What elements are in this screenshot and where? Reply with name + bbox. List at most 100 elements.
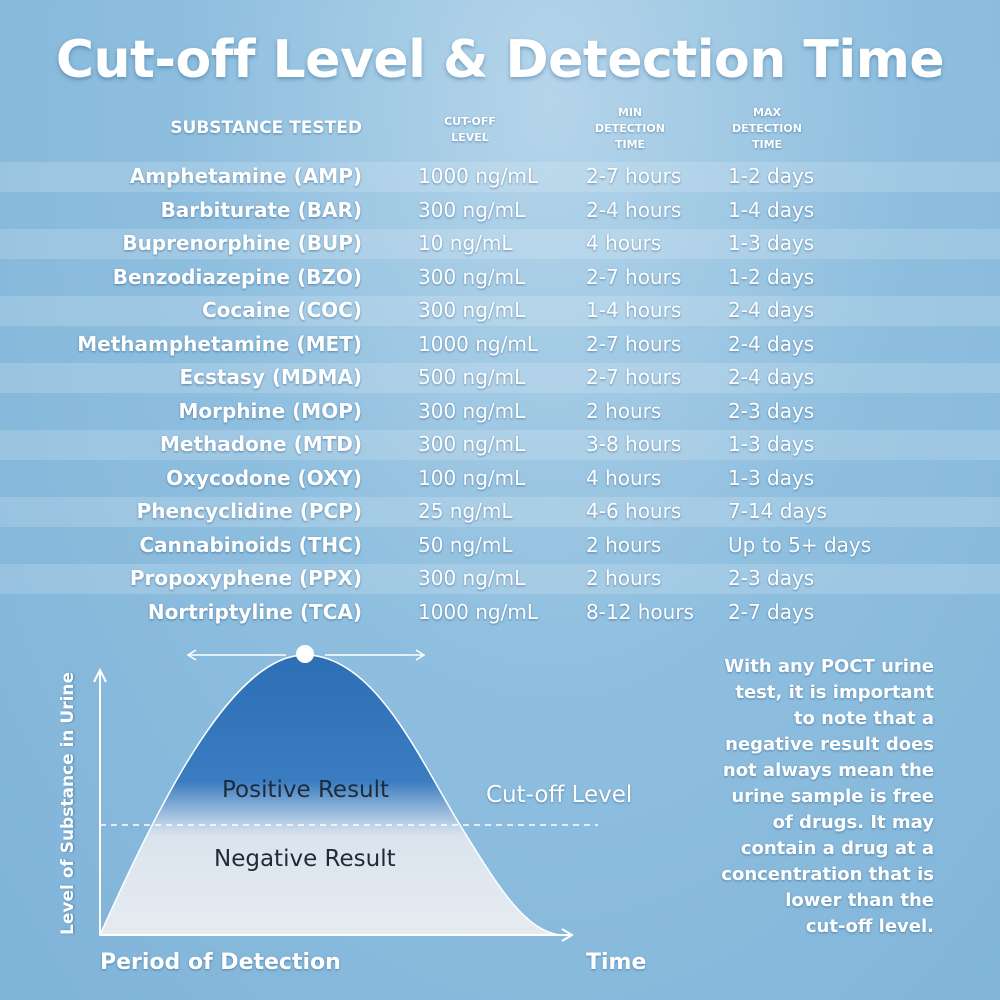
table-row: Amphetamine (AMP) 1000 ng/mL 2-7 hours 1-2 … xyxy=(0,160,1000,193)
header-substance: SUBSTANCE TESTED xyxy=(170,118,362,138)
header-max-line: TIME xyxy=(751,138,783,151)
table-row: Propoxyphene (PPX) 300 ng/mL 2 hours 2-3 da… xyxy=(0,562,1000,595)
min-detection-time: 2-7 hours xyxy=(586,331,682,356)
note-line: lower than the xyxy=(785,890,934,911)
table-row: Cocaine (COC) 300 ng/mL 1-4 hours 2-4 days xyxy=(0,294,1000,327)
table-row: Buprenorphine (BUP) 10 ng/mL 4 hours 1-3 da… xyxy=(0,227,1000,260)
cutoff-level: 10 ng/mL xyxy=(418,231,513,255)
table-row: Benzodiazepine (BZO) 300 ng/mL 2-7 hours 1-… xyxy=(0,261,1000,294)
x-axis-label: Period of Detection xyxy=(100,950,341,975)
max-detection-time: 2-4 days xyxy=(728,365,815,389)
max-detection-time: 1-3 days xyxy=(728,465,815,490)
header-min-line: MIN xyxy=(617,106,643,119)
note-line: of drugs. It may xyxy=(772,812,934,833)
max-detection-time: 2-4 days xyxy=(728,331,815,356)
min-detection-time: 4-6 hours xyxy=(586,499,682,523)
min-detection-time: 2 hours xyxy=(586,566,662,590)
max-detection-time: 2-4 days xyxy=(728,298,815,322)
row-band xyxy=(0,229,1000,259)
detection-curve xyxy=(98,654,561,936)
min-detection-time: 4 hours xyxy=(586,231,662,255)
row-band xyxy=(0,296,1000,326)
note-line: negative result does xyxy=(725,734,934,755)
cutoff-level: 300 ng/mL xyxy=(418,264,526,289)
cutoff-level: 50 ng/mL xyxy=(418,532,513,557)
table-row: Nortriptyline (TCA) 1000 ng/mL 8-12 hours 2… xyxy=(0,596,1000,629)
min-detection-time: 4 hours xyxy=(586,465,662,490)
header-max-line: MAX xyxy=(753,106,781,119)
table-row: Cannabinoids (THC) 50 ng/mL 2 hours Up to 5… xyxy=(0,529,1000,562)
row-band xyxy=(0,430,1000,460)
cutoff-level: 300 ng/mL xyxy=(418,566,526,590)
substance-name: Methamphetamine (MET) xyxy=(77,331,362,356)
disclaimer-note: With any POCT urine test, it is important… xyxy=(674,654,934,940)
substance-name: Methadone (MTD) xyxy=(159,432,362,456)
cutoff-level: 300 ng/mL xyxy=(418,398,526,423)
substance-name: Propoxyphene (PPX) xyxy=(129,566,362,590)
table-row: Oxycodone (OXY) 100 ng/mL 4 hours 1-3 days xyxy=(0,462,1000,495)
table-row: Methadone (MTD) 300 ng/mL 3-8 hours 1-3 day… xyxy=(0,428,1000,461)
max-detection-time: 2-3 days xyxy=(728,398,815,423)
note-line: test, it is important xyxy=(735,682,934,703)
header-min-line: DETECTION xyxy=(595,122,665,135)
substance-name: Cocaine (COC) xyxy=(201,298,362,322)
max-detection-time: Up to 5+ days xyxy=(728,532,872,557)
cutoff-level-label: Cut-off Level xyxy=(486,782,633,808)
max-detection-time: 7-14 days xyxy=(728,499,827,523)
note-line: cut-off level. xyxy=(805,916,934,937)
note-line: not always mean the xyxy=(722,760,934,781)
cutoff-level: 300 ng/mL xyxy=(418,432,526,456)
substance-name: Buprenorphine (BUP) xyxy=(122,231,362,255)
header-min-line: TIME xyxy=(614,138,646,151)
positive-result-label: Positive Result xyxy=(222,777,390,803)
y-axis-label: Level of Substance in Urine xyxy=(58,671,78,935)
max-detection-time: 1-2 days xyxy=(728,264,815,289)
substance-name: Barbiturate (BAR) xyxy=(160,197,362,222)
note-line: contain a drug at a xyxy=(740,838,934,859)
peak-marker xyxy=(296,645,314,663)
table-row: Morphine (MOP) 300 ng/mL 2 hours 2-3 days xyxy=(0,395,1000,428)
cutoff-level: 1000 ng/mL xyxy=(418,164,538,188)
min-detection-time: 2-4 hours xyxy=(586,197,682,222)
min-detection-time: 1-4 hours xyxy=(586,298,682,322)
header-max: MAX DETECTION TIME xyxy=(722,105,812,153)
cutoff-level: 300 ng/mL xyxy=(418,197,526,222)
table-row: Ecstasy (MDMA) 500 ng/mL 2-7 hours 2-4 days xyxy=(0,361,1000,394)
row-band xyxy=(0,564,1000,594)
substance-name: Cannabinoids (THC) xyxy=(139,532,362,557)
cutoff-level: 300 ng/mL xyxy=(418,298,526,322)
cutoff-level: 1000 ng/mL xyxy=(418,331,538,356)
min-detection-time: 3-8 hours xyxy=(586,432,682,456)
note-line: urine sample is free xyxy=(731,786,934,807)
cutoff-level: 500 ng/mL xyxy=(418,365,526,389)
header-max-line: DETECTION xyxy=(732,122,802,135)
table-row: Methamphetamine (MET) 1000 ng/mL 2-7 hours… xyxy=(0,328,1000,361)
cutoff-level: 25 ng/mL xyxy=(418,499,513,523)
row-band xyxy=(0,497,1000,527)
min-detection-time: 2-7 hours xyxy=(586,164,682,188)
substance-name: Amphetamine (AMP) xyxy=(129,164,362,188)
substance-name: Phencyclidine (PCP) xyxy=(136,499,362,523)
min-detection-time: 2-7 hours xyxy=(586,264,682,289)
min-detection-time: 8-12 hours xyxy=(586,599,694,624)
table-row: Barbiturate (BAR) 300 ng/mL 2-4 hours 1-4 d… xyxy=(0,194,1000,227)
max-detection-time: 1-3 days xyxy=(728,432,815,456)
substance-name: Ecstasy (MDMA) xyxy=(179,365,362,389)
header-cutoff-line: LEVEL xyxy=(451,131,489,144)
row-band xyxy=(0,162,1000,192)
table-row: Phencyclidine (PCP) 25 ng/mL 4-6 hours 7-14… xyxy=(0,495,1000,528)
page-title: Cut-off Level & Detection Time xyxy=(55,30,945,90)
max-detection-time: 2-7 days xyxy=(728,599,815,624)
substance-name: Oxycodone (OXY) xyxy=(166,465,362,490)
negative-result-label: Negative Result xyxy=(214,846,396,872)
note-line: With any POCT urine xyxy=(724,656,934,677)
header-cutoff-line: CUT-OFF xyxy=(444,115,496,128)
substance-name: Morphine (MOP) xyxy=(178,398,362,423)
y-axis-arrow-icon xyxy=(93,667,107,683)
max-detection-time: 1-4 days xyxy=(728,197,815,222)
max-detection-time: 1-3 days xyxy=(728,231,815,255)
x-axis-arrow-icon xyxy=(561,928,574,942)
substance-name: Nortriptyline (TCA) xyxy=(147,599,362,624)
header-cutoff: CUT-OFF LEVEL xyxy=(440,114,500,146)
